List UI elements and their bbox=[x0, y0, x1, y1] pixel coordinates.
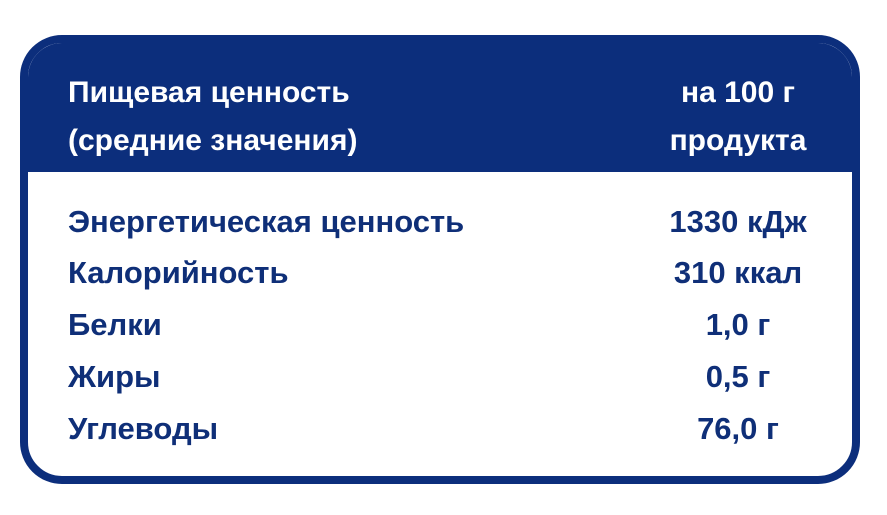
header-title-line1: Пищевая ценность bbox=[68, 76, 350, 109]
row-name: Энергетическая ценность bbox=[68, 204, 465, 239]
header-title-line2: (средние значения) bbox=[68, 124, 358, 157]
row-name: Углеводы bbox=[68, 411, 219, 446]
row-value: 1,0 г bbox=[705, 307, 771, 342]
row-value: 0,5 г bbox=[705, 359, 771, 394]
row-value: 1330 кДж bbox=[669, 204, 807, 239]
row-name: Белки bbox=[68, 307, 162, 342]
nutrition-table: Пищевая ценность (средние значения) на 1… bbox=[20, 35, 860, 484]
table-header: Пищевая ценность (средние значения) на 1… bbox=[28, 43, 852, 172]
header-unit-line1: на 100 г bbox=[680, 76, 796, 109]
row-value: 310 ккал bbox=[673, 255, 803, 290]
row-name: Калорийность bbox=[68, 255, 289, 290]
header-unit-line2: продукта bbox=[669, 124, 807, 157]
row-name: Жиры bbox=[68, 359, 161, 394]
row-value: 76,0 г bbox=[697, 411, 779, 446]
